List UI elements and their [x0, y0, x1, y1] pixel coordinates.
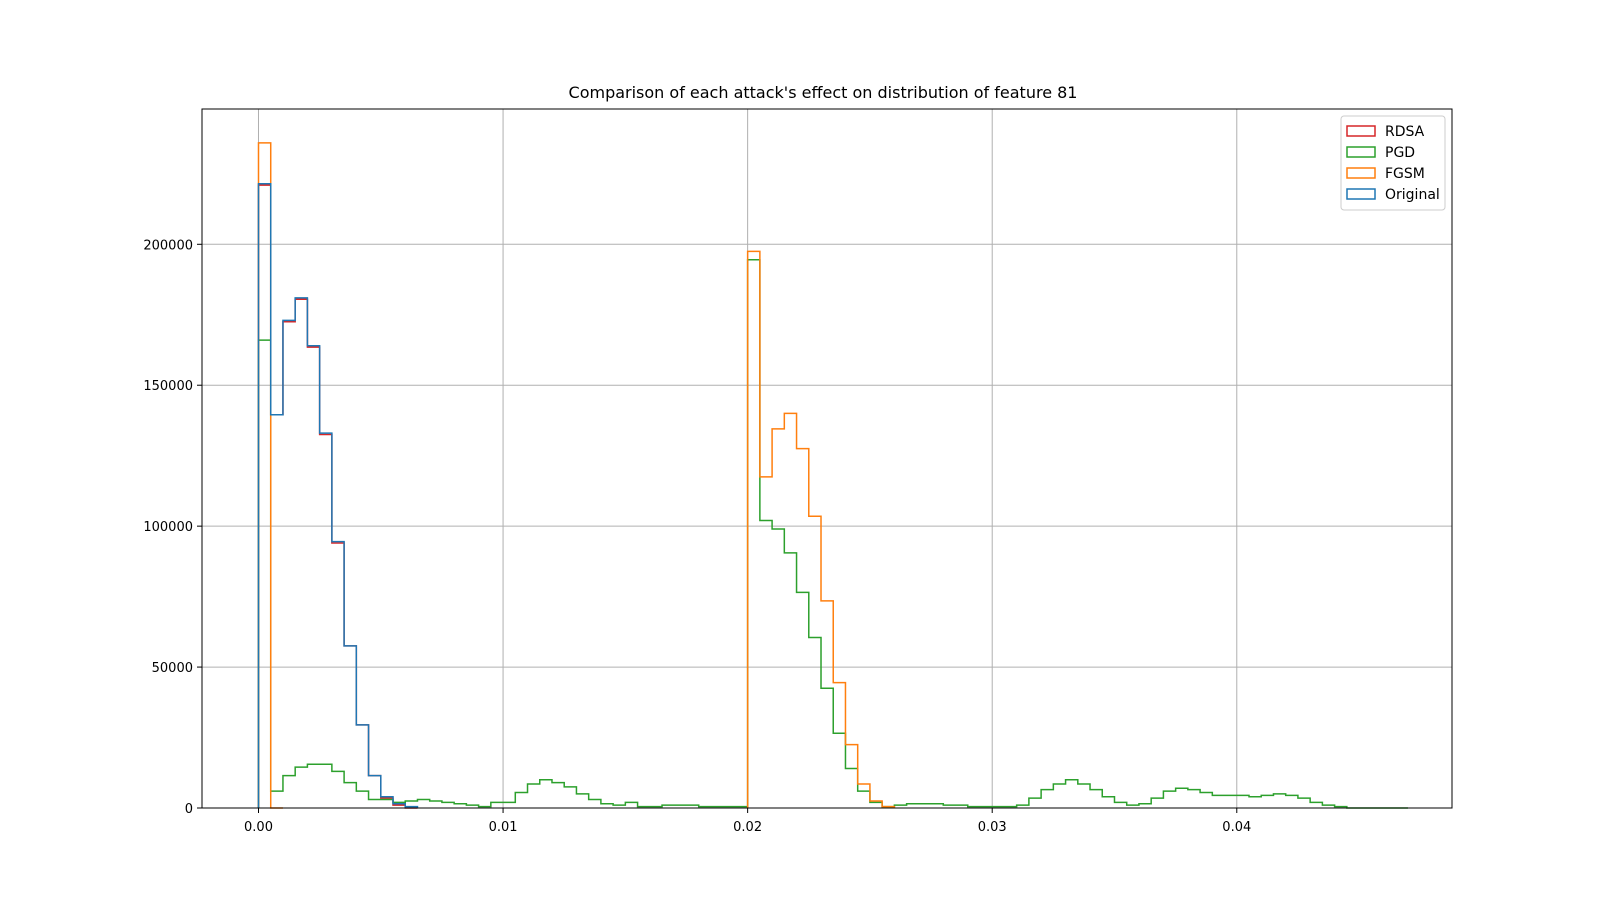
x-tick-label: 0.02: [733, 820, 762, 835]
legend-swatch-fgsm: [1346, 167, 1376, 179]
legend-swatch-original: [1346, 188, 1376, 200]
legend-box: [1340, 115, 1446, 211]
legend-label-original: Original: [1385, 187, 1440, 203]
x-tick-label: 0.01: [489, 820, 518, 835]
y-tick-label: 200000: [143, 238, 193, 253]
x-tick-label: 0.04: [1222, 820, 1251, 835]
legend-swatch-pgd: [1346, 146, 1376, 158]
series-original-step: [257, 182, 419, 808]
series-pgd-step: [257, 259, 1408, 809]
legend-swatch-rdsa: [1346, 125, 1376, 137]
series-layer: [257, 142, 1408, 809]
x-axis: 0.00 0.01 0.02 0.03 0.04: [244, 808, 1251, 835]
y-tick-label: 100000: [143, 520, 193, 535]
y-tick-label: 50000: [152, 661, 193, 676]
chart-title: Comparison of each attack's effect on di…: [569, 83, 1078, 102]
y-axis: 0 50000 100000 150000 200000: [143, 238, 202, 817]
axes-frame: [201, 108, 1453, 809]
legend-label-pgd: PGD: [1385, 145, 1415, 161]
y-tick-label: 150000: [143, 379, 193, 394]
legend-label-fgsm: FGSM: [1385, 166, 1425, 182]
legend-label-rdsa: RDSA: [1385, 124, 1425, 140]
x-tick-label: 0.00: [244, 820, 273, 835]
x-tick-label: 0.03: [978, 820, 1007, 835]
legend: RDSA PGD FGSM Original: [1340, 115, 1446, 211]
y-tick-label: 0: [185, 802, 193, 817]
